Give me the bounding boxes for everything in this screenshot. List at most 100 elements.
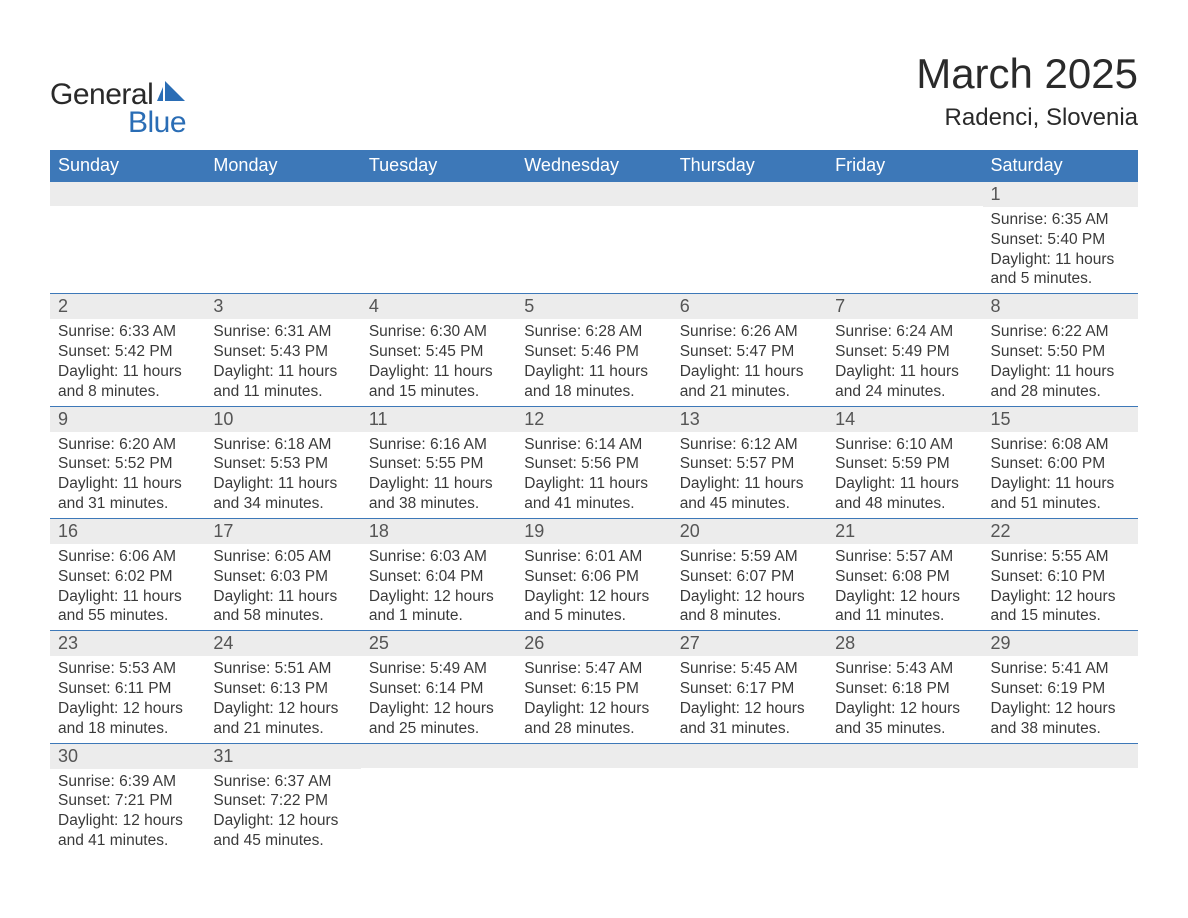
day-cell: 9Sunrise: 6:20 AMSunset: 5:52 PMDaylight… (50, 406, 205, 518)
day-data: Sunrise: 6:01 AMSunset: 6:06 PMDaylight:… (516, 544, 671, 630)
day-data: Sunrise: 6:16 AMSunset: 5:55 PMDaylight:… (361, 432, 516, 518)
day-data: Sunrise: 6:14 AMSunset: 5:56 PMDaylight:… (516, 432, 671, 518)
sunset-text: Sunset: 6:14 PM (369, 679, 508, 699)
calendar-table: Sunday Monday Tuesday Wednesday Thursday… (50, 150, 1138, 855)
day-data (983, 768, 1138, 846)
day-cell: 18Sunrise: 6:03 AMSunset: 6:04 PMDayligh… (361, 518, 516, 630)
day-number (672, 182, 827, 206)
day-number (516, 182, 671, 206)
daylight-text: Daylight: 11 hours and 51 minutes. (991, 474, 1130, 514)
sunrise-text: Sunrise: 6:22 AM (991, 322, 1130, 342)
week-row: 2Sunrise: 6:33 AMSunset: 5:42 PMDaylight… (50, 294, 1138, 406)
day-number: 11 (361, 407, 516, 432)
daylight-text: Daylight: 11 hours and 38 minutes. (369, 474, 508, 514)
weekday-header: Wednesday (516, 150, 671, 182)
day-number: 23 (50, 631, 205, 656)
day-cell: 23Sunrise: 5:53 AMSunset: 6:11 PMDayligh… (50, 631, 205, 743)
day-number: 7 (827, 294, 982, 319)
day-number: 30 (50, 744, 205, 769)
day-data (50, 206, 205, 284)
location: Radenci, Slovenia (916, 104, 1138, 132)
day-number: 26 (516, 631, 671, 656)
day-number: 28 (827, 631, 982, 656)
sunset-text: Sunset: 6:02 PM (58, 567, 197, 587)
daylight-text: Daylight: 11 hours and 15 minutes. (369, 362, 508, 402)
sunrise-text: Sunrise: 6:33 AM (58, 322, 197, 342)
day-cell: 10Sunrise: 6:18 AMSunset: 5:53 PMDayligh… (205, 406, 360, 518)
day-cell (827, 743, 982, 855)
month-title: March 2025 (916, 50, 1138, 98)
daylight-text: Daylight: 12 hours and 31 minutes. (680, 699, 819, 739)
daylight-text: Daylight: 12 hours and 18 minutes. (58, 699, 197, 739)
title-block: March 2025 Radenci, Slovenia (916, 50, 1138, 132)
day-data: Sunrise: 5:51 AMSunset: 6:13 PMDaylight:… (205, 656, 360, 742)
day-cell: 15Sunrise: 6:08 AMSunset: 6:00 PMDayligh… (983, 406, 1138, 518)
day-data: Sunrise: 6:06 AMSunset: 6:02 PMDaylight:… (50, 544, 205, 630)
day-number: 2 (50, 294, 205, 319)
day-cell: 26Sunrise: 5:47 AMSunset: 6:15 PMDayligh… (516, 631, 671, 743)
day-data: Sunrise: 5:47 AMSunset: 6:15 PMDaylight:… (516, 656, 671, 742)
sunset-text: Sunset: 5:57 PM (680, 454, 819, 474)
day-cell: 3Sunrise: 6:31 AMSunset: 5:43 PMDaylight… (205, 294, 360, 406)
sunset-text: Sunset: 6:15 PM (524, 679, 663, 699)
daylight-text: Daylight: 11 hours and 48 minutes. (835, 474, 974, 514)
day-number: 19 (516, 519, 671, 544)
sunset-text: Sunset: 5:50 PM (991, 342, 1130, 362)
sunset-text: Sunset: 5:42 PM (58, 342, 197, 362)
day-number: 6 (672, 294, 827, 319)
day-cell (361, 182, 516, 294)
weekday-header: Monday (205, 150, 360, 182)
day-cell: 20Sunrise: 5:59 AMSunset: 6:07 PMDayligh… (672, 518, 827, 630)
sunset-text: Sunset: 6:07 PM (680, 567, 819, 587)
day-data: Sunrise: 5:59 AMSunset: 6:07 PMDaylight:… (672, 544, 827, 630)
sunrise-text: Sunrise: 5:55 AM (991, 547, 1130, 567)
day-number (516, 744, 671, 768)
sunrise-text: Sunrise: 6:18 AM (213, 435, 352, 455)
day-data (516, 768, 671, 846)
day-number: 10 (205, 407, 360, 432)
sunset-text: Sunset: 6:19 PM (991, 679, 1130, 699)
day-data: Sunrise: 5:45 AMSunset: 6:17 PMDaylight:… (672, 656, 827, 742)
daylight-text: Daylight: 11 hours and 45 minutes. (680, 474, 819, 514)
day-cell: 5Sunrise: 6:28 AMSunset: 5:46 PMDaylight… (516, 294, 671, 406)
sunset-text: Sunset: 6:13 PM (213, 679, 352, 699)
sunrise-text: Sunrise: 6:35 AM (991, 210, 1130, 230)
weekday-header-row: Sunday Monday Tuesday Wednesday Thursday… (50, 150, 1138, 182)
day-cell (983, 743, 1138, 855)
daylight-text: Daylight: 11 hours and 8 minutes. (58, 362, 197, 402)
logo: General Blue (50, 50, 187, 140)
day-number (827, 182, 982, 206)
day-cell: 14Sunrise: 6:10 AMSunset: 5:59 PMDayligh… (827, 406, 982, 518)
day-number: 20 (672, 519, 827, 544)
day-number: 27 (672, 631, 827, 656)
day-number: 14 (827, 407, 982, 432)
day-data: Sunrise: 6:18 AMSunset: 5:53 PMDaylight:… (205, 432, 360, 518)
day-data (672, 768, 827, 846)
day-number: 15 (983, 407, 1138, 432)
day-data: Sunrise: 6:24 AMSunset: 5:49 PMDaylight:… (827, 319, 982, 405)
day-data: Sunrise: 6:26 AMSunset: 5:47 PMDaylight:… (672, 319, 827, 405)
daylight-text: Daylight: 12 hours and 1 minute. (369, 587, 508, 627)
day-data: Sunrise: 6:22 AMSunset: 5:50 PMDaylight:… (983, 319, 1138, 405)
week-row: 1Sunrise: 6:35 AMSunset: 5:40 PMDaylight… (50, 182, 1138, 294)
day-cell: 16Sunrise: 6:06 AMSunset: 6:02 PMDayligh… (50, 518, 205, 630)
sunrise-text: Sunrise: 6:08 AM (991, 435, 1130, 455)
daylight-text: Daylight: 11 hours and 55 minutes. (58, 587, 197, 627)
sunset-text: Sunset: 5:52 PM (58, 454, 197, 474)
sunrise-text: Sunrise: 6:01 AM (524, 547, 663, 567)
week-row: 9Sunrise: 6:20 AMSunset: 5:52 PMDaylight… (50, 406, 1138, 518)
sunset-text: Sunset: 5:46 PM (524, 342, 663, 362)
daylight-text: Daylight: 11 hours and 58 minutes. (213, 587, 352, 627)
sunrise-text: Sunrise: 6:16 AM (369, 435, 508, 455)
sunset-text: Sunset: 5:43 PM (213, 342, 352, 362)
day-cell: 21Sunrise: 5:57 AMSunset: 6:08 PMDayligh… (827, 518, 982, 630)
day-data: Sunrise: 6:08 AMSunset: 6:00 PMDaylight:… (983, 432, 1138, 518)
sunrise-text: Sunrise: 6:06 AM (58, 547, 197, 567)
sunrise-text: Sunrise: 5:49 AM (369, 659, 508, 679)
sunrise-text: Sunrise: 5:41 AM (991, 659, 1130, 679)
sunset-text: Sunset: 6:17 PM (680, 679, 819, 699)
day-number: 17 (205, 519, 360, 544)
day-data: Sunrise: 6:37 AMSunset: 7:22 PMDaylight:… (205, 769, 360, 855)
sunset-text: Sunset: 7:21 PM (58, 791, 197, 811)
sunrise-text: Sunrise: 6:24 AM (835, 322, 974, 342)
